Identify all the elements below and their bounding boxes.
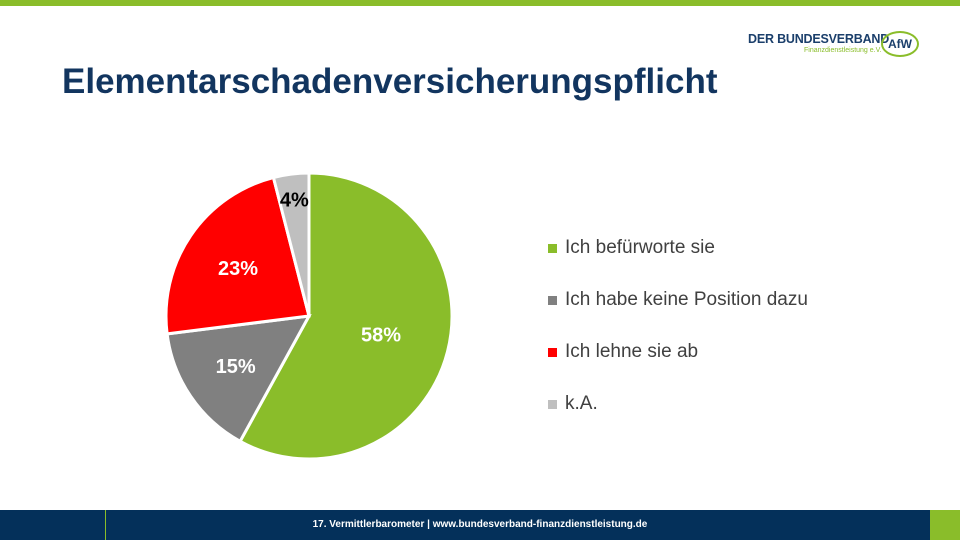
- data-label: 15%: [216, 356, 256, 378]
- footer-accent: [930, 510, 960, 540]
- afw-logo: DER BUNDESVERBAND Finanzdienstleistung e…: [748, 30, 923, 60]
- data-label: 23%: [218, 258, 258, 280]
- pie-slice: [165, 314, 312, 444]
- footer: 17. Vermittlerbarometer | www.bundesverb…: [0, 510, 960, 540]
- pie-slice: [164, 175, 311, 336]
- legend-swatch: [548, 243, 557, 253]
- footer-divider: [105, 510, 106, 540]
- top-accent-bar: [0, 0, 960, 6]
- legend-label: k.A.: [565, 393, 598, 414]
- legend-swatch: [548, 347, 557, 357]
- logo-line2: Finanzdienstleistung e.V.: [804, 47, 882, 54]
- legend-swatch: [548, 295, 557, 305]
- legend-item: Ich befürworte sie: [548, 222, 808, 274]
- logo-badge: AfW: [881, 31, 919, 57]
- legend-item: Ich lehne sie ab: [548, 326, 808, 378]
- data-label: 4%: [280, 190, 309, 212]
- legend-label: Ich befürworte sie: [565, 237, 715, 258]
- data-label: 58%: [361, 324, 401, 346]
- page-title: Elementarschadenversicherungspflicht: [62, 62, 718, 101]
- legend-swatch: [548, 399, 557, 409]
- footer-text: 17. Vermittlerbarometer | www.bundesverb…: [312, 519, 648, 530]
- legend-label: Ich lehne sie ab: [565, 341, 699, 362]
- pie-slice: [238, 171, 454, 461]
- pie-slice: [271, 171, 311, 317]
- logo-line1: DER BUNDESVERBAND: [748, 32, 890, 46]
- legend-label: Ich habe keine Position dazu: [565, 289, 808, 310]
- legend-item: Ich habe keine Position dazu: [548, 274, 808, 326]
- chart-legend: Ich befürworte sie Ich habe keine Positio…: [548, 222, 808, 430]
- legend-item: k.A.: [548, 378, 808, 430]
